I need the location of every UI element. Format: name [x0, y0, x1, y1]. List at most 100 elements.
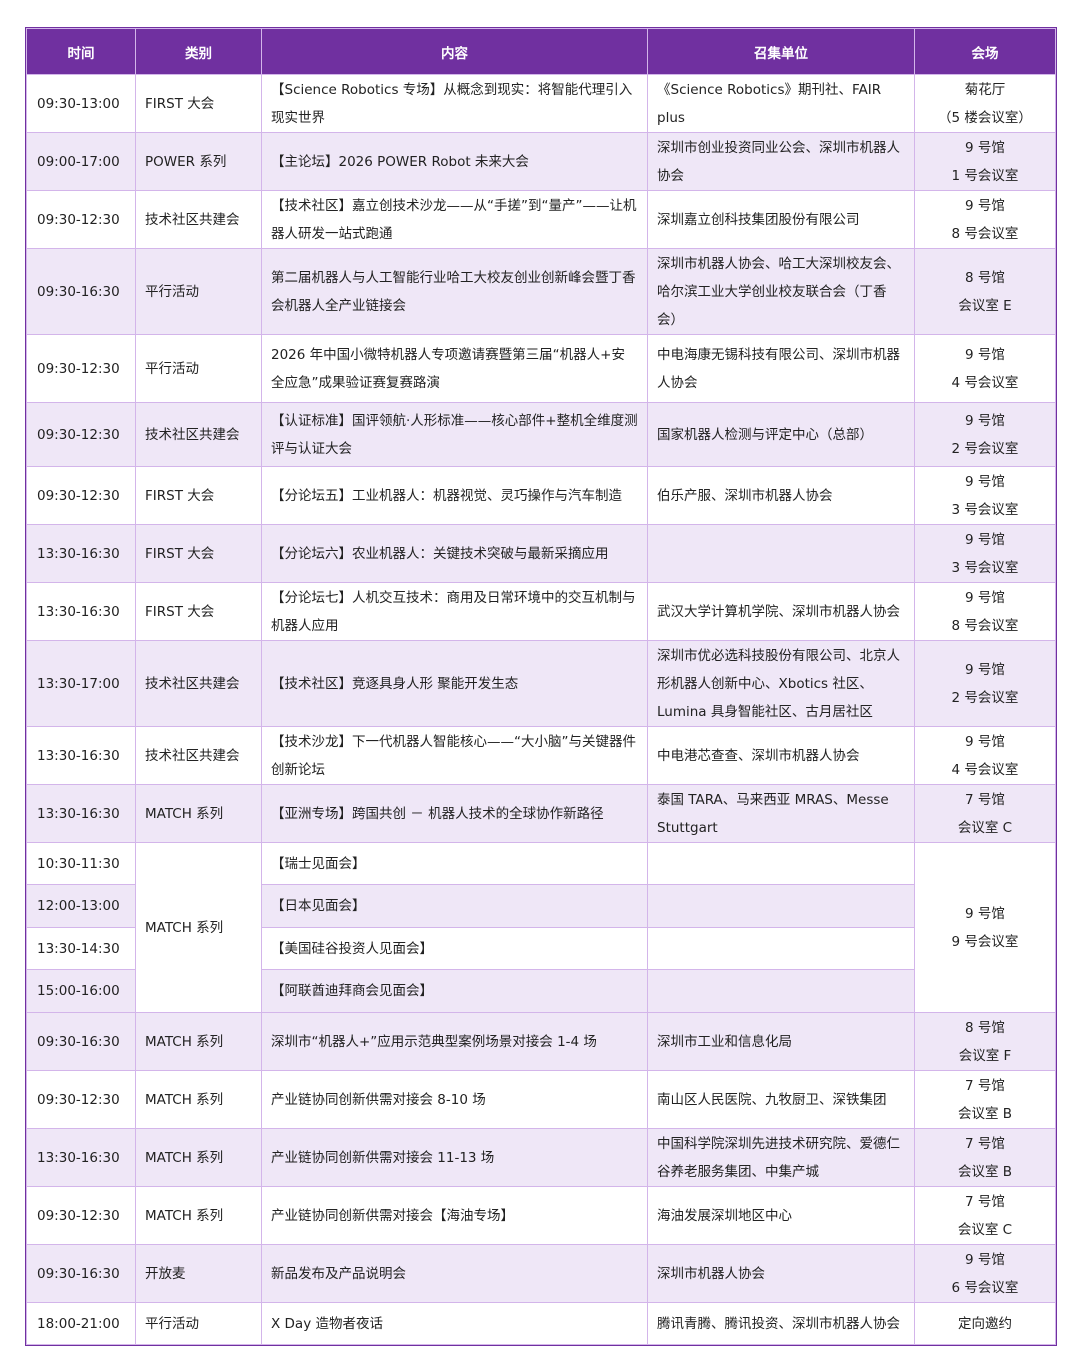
time-cell: 09:00-17:00: [26, 132, 136, 191]
venue-cell: 9 号馆 2 号会议室: [914, 402, 1056, 467]
venue-cell: 7 号馆 会议室 C: [914, 1186, 1056, 1245]
table-row: 09:30-12:30 MATCH 系列 产业链协同创新供需对接会【海油专场】 海油发…: [26, 1186, 1056, 1245]
content-cell: 【技术沙龙】下一代机器人智能核心——“大小脑”与关键器件创新论坛: [261, 726, 648, 785]
category-cell: 开放麦: [135, 1244, 262, 1303]
venue-cell: 9 号馆 3 号会议室: [914, 466, 1056, 525]
table-row: 09:30-12:30 FIRST 大会 【分论坛五】工业机器人：机器视觉、灵巧操作…: [26, 466, 1056, 525]
category-cell: 平行活动: [135, 334, 262, 403]
content-cell: 第二届机器人与人工智能行业哈工大校友创业创新峰会暨丁香会机器人全产业链接会: [261, 248, 648, 335]
time-cell: 09:30-16:30: [26, 248, 136, 335]
table-row: 10:30-11:30 MATCH 系列 【瑞士见面会】 9 号馆 9 号会议室: [26, 842, 1056, 1013]
organizer-cell: 深圳市创业投资同业公会、深圳市机器人协会: [647, 132, 915, 191]
category-cell: 平行活动: [135, 248, 262, 335]
table-row: 09:30-12:30 技术社区共建会 【认证标准】国评领航·人形标准——核心部件+…: [26, 402, 1056, 467]
time-cell: 18:00-21:00: [26, 1302, 136, 1345]
venue-cell: 9 号馆 1 号会议室: [914, 132, 1056, 191]
header-row: 时间 类别 内容 召集单位 会场: [26, 28, 1056, 75]
organizer-cell: 深圳市优必选科技股份有限公司、北京人形机器人创新中心、Xbotics 社区、Lu…: [647, 640, 915, 727]
table-row: 13:30-16:30 FIRST 大会 【分论坛六】农业机器人：关键技术突破与最新…: [26, 524, 1056, 583]
table-row: 09:30-13:00 FIRST 大会 【Science Robotics 专场】…: [26, 74, 1056, 133]
organizer-cell: 伯乐产服、深圳市机器人协会: [647, 466, 915, 525]
time-cell: 09:30-12:30: [26, 1186, 136, 1245]
category-cell: FIRST 大会: [135, 466, 262, 525]
table-row: 13:30-14:30 【美国硅谷投资人见面会】: [26, 927, 1056, 970]
organizer-cell: [647, 884, 915, 928]
organizer-cell: 深圳市工业和信息化局: [647, 1012, 915, 1071]
organizer-cell: 南山区人民医院、九牧厨卫、深铁集团: [647, 1070, 915, 1129]
category-cell: MATCH 系列: [135, 784, 262, 843]
organizer-cell: 腾讯青腾、腾讯投资、深圳市机器人协会: [647, 1302, 915, 1345]
category-cell: 技术社区共建会: [135, 190, 262, 249]
table-row: 09:30-12:30 技术社区共建会 【技术社区】嘉立创技术沙龙——从“手搓”到“…: [26, 190, 1056, 249]
header-venue: 会场: [914, 28, 1056, 75]
venue-cell: 8 号馆 会议室 F: [914, 1012, 1056, 1071]
content-cell: 深圳市“机器人+”应用示范典型案例场景对接会 1-4 场: [261, 1012, 648, 1071]
organizer-cell: 深圳市机器人协会: [647, 1244, 915, 1303]
venue-cell: 9 号馆 4 号会议室: [914, 334, 1056, 403]
organizer-cell: 中电海康无锡科技有限公司、深圳市机器人协会: [647, 334, 915, 403]
table-row: 09:30-16:30 MATCH 系列 深圳市“机器人+”应用示范典型案例场景对接…: [26, 1012, 1056, 1071]
time-cell: 12:00-13:00: [26, 884, 136, 928]
header-time: 时间: [26, 28, 136, 75]
time-cell: 13:30-16:30: [26, 524, 136, 583]
content-cell: 【Science Robotics 专场】从概念到现实：将智能代理引入现实世界: [261, 74, 648, 133]
table-row: 12:00-13:00 【日本见面会】: [26, 884, 1056, 928]
content-cell: 【美国硅谷投资人见面会】: [261, 927, 648, 970]
content-cell: 【认证标准】国评领航·人形标准——核心部件+整机全维度测评与认证大会: [261, 402, 648, 467]
organizer-cell: [647, 524, 915, 583]
time-cell: 09:30-12:30: [26, 334, 136, 403]
time-cell: 09:30-16:30: [26, 1244, 136, 1303]
category-cell: 技术社区共建会: [135, 726, 262, 785]
venue-cell: 9 号馆 8 号会议室: [914, 582, 1056, 641]
time-cell: 09:30-12:30: [26, 190, 136, 249]
time-cell: 13:30-16:30: [26, 784, 136, 843]
content-cell: 产业链协同创新供需对接会 11-13 场: [261, 1128, 648, 1187]
organizer-cell: 中国科学院深圳先进技术研究院、爱德仁谷养老服务集团、中集产城: [647, 1128, 915, 1187]
venue-cell: 定向邀约: [914, 1302, 1056, 1345]
table-row: 15:00-16:00 【阿联酋迪拜商会见面会】: [26, 969, 1056, 1013]
time-cell: 09:30-16:30: [26, 1012, 136, 1071]
table-row: 09:30-12:30 平行活动 2026 年中国小微特机器人专项邀请赛暨第三届“机…: [26, 334, 1056, 403]
category-cell: MATCH 系列: [135, 1128, 262, 1187]
category-cell: MATCH 系列: [135, 1186, 262, 1245]
venue-cell: 9 号馆 4 号会议室: [914, 726, 1056, 785]
time-cell: 15:00-16:00: [26, 969, 136, 1013]
category-cell: POWER 系列: [135, 132, 262, 191]
content-cell: 【日本见面会】: [261, 884, 648, 928]
organizer-cell: 泰国 TARA、马来西亚 MRAS、Messe Stuttgart: [647, 784, 915, 843]
content-cell: 产业链协同创新供需对接会 8-10 场: [261, 1070, 648, 1129]
venue-cell: 菊花厅 （5 楼会议室）: [914, 74, 1056, 133]
organizer-cell: [647, 969, 915, 1013]
venue-cell: 9 号馆 9 号会议室: [914, 842, 1056, 1013]
category-cell: 技术社区共建会: [135, 640, 262, 727]
time-cell: 09:30-12:30: [26, 466, 136, 525]
table-row: 18:00-21:00 平行活动 X Day 造物者夜话 腾讯青腾、腾讯投资、深圳市机…: [26, 1302, 1056, 1345]
category-cell: MATCH 系列: [135, 1012, 262, 1071]
organizer-cell: 《Science Robotics》期刊社、FAIR plus: [647, 74, 915, 133]
time-cell: 09:30-12:30: [26, 402, 136, 467]
category-cell: MATCH 系列: [135, 842, 262, 1013]
organizer-cell: [647, 927, 915, 970]
time-cell: 09:30-13:00: [26, 74, 136, 133]
organizer-cell: 武汉大学计算机学院、深圳市机器人协会: [647, 582, 915, 641]
organizer-cell: [647, 842, 915, 885]
time-cell: 10:30-11:30: [26, 842, 136, 885]
category-cell: FIRST 大会: [135, 582, 262, 641]
content-cell: 【亚洲专场】跨国共创 － 机器人技术的全球协作新路径: [261, 784, 648, 843]
time-cell: 13:30-16:30: [26, 1128, 136, 1187]
venue-cell: 7 号馆 会议室 B: [914, 1128, 1056, 1187]
content-cell: 【分论坛七】人机交互技术：商用及日常环境中的交互机制与机器人应用: [261, 582, 648, 641]
header-organizer: 召集单位: [647, 28, 915, 75]
content-cell: 【阿联酋迪拜商会见面会】: [261, 969, 648, 1013]
header-category: 类别: [135, 28, 262, 75]
content-cell: 【技术社区】竞逐具身人形 聚能开发生态: [261, 640, 648, 727]
table-row: 09:30-16:30 平行活动 第二届机器人与人工智能行业哈工大校友创业创新峰会暨…: [26, 248, 1056, 335]
content-cell: 【分论坛五】工业机器人：机器视觉、灵巧操作与汽车制造: [261, 466, 648, 525]
venue-cell: 9 号馆 8 号会议室: [914, 190, 1056, 249]
venue-cell: 9 号馆 6 号会议室: [914, 1244, 1056, 1303]
schedule-table: 时间 类别 内容 召集单位 会场 09:30-13:00 FIRST 大会 【Sci…: [25, 27, 1057, 1346]
table-row: 09:30-12:30 MATCH 系列 产业链协同创新供需对接会 8-10 场南山…: [26, 1070, 1056, 1129]
header-content: 内容: [261, 28, 648, 75]
content-cell: 【主论坛】2026 POWER Robot 未来大会: [261, 132, 648, 191]
content-cell: 【技术社区】嘉立创技术沙龙——从“手搓”到“量产”——让机器人研发一站式跑通: [261, 190, 648, 249]
